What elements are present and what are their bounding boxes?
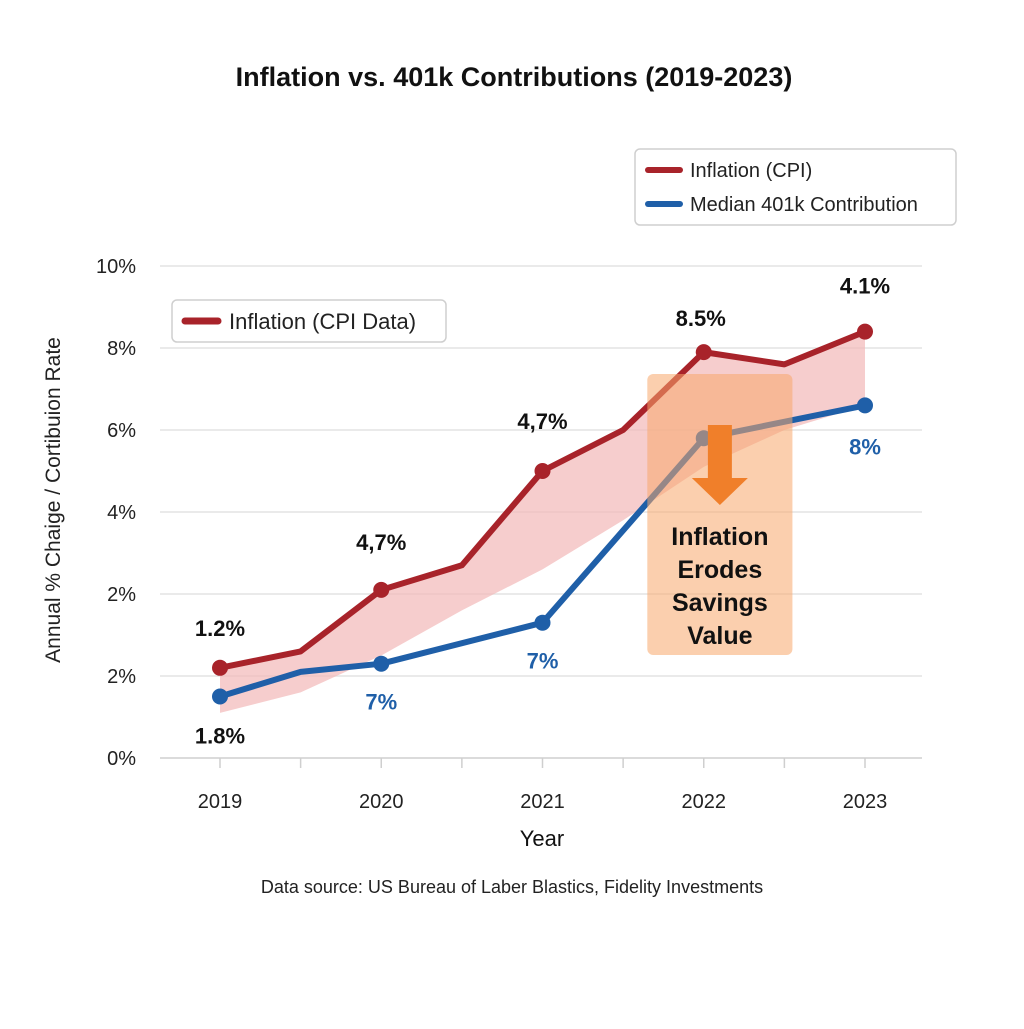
- data-point: [857, 323, 873, 340]
- data-label: 8.5%: [676, 306, 726, 331]
- down-arrow-icon: [691, 425, 748, 505]
- legend-label-401k: Median 401k Contribution: [690, 194, 918, 216]
- data-label: 4,7%: [517, 409, 567, 434]
- chart-title: Inflation vs. 401k Contributions (2019-2…: [236, 62, 793, 92]
- y-tick-label: 8%: [107, 338, 136, 360]
- x-tick-label: 2022: [682, 791, 727, 813]
- inner-legend-label: Inflation (CPI Data): [229, 309, 416, 334]
- x-tick-label: 2019: [198, 791, 243, 813]
- y-tick-label: 6%: [107, 420, 136, 442]
- y-tick-label: 2%: [107, 666, 136, 688]
- data-point: [373, 655, 390, 672]
- data-label: 4,7%: [356, 530, 406, 555]
- data-label: 1.2%: [195, 616, 245, 641]
- data-labels: 1.2% 4,7% 4,7% 8.5% 4.1% 1.8% 7% 7% 8%: [195, 274, 890, 749]
- data-point: [695, 344, 712, 361]
- annotation-text: Erodes: [677, 556, 762, 584]
- x-tick-label: 2021: [520, 791, 565, 813]
- y-tick-label: 10%: [96, 256, 136, 278]
- data-point: [212, 688, 228, 705]
- x-axis-label: Year: [520, 826, 564, 851]
- annotation-text: Value: [687, 622, 752, 650]
- data-point: [857, 397, 873, 414]
- data-point: [212, 659, 228, 676]
- data-label: 4.1%: [840, 274, 890, 299]
- inner-legend: Inflation (CPI Data): [171, 299, 447, 343]
- legend: Inflation (CPI) Median 401k Contribution: [634, 148, 957, 226]
- y-tick-label: 4%: [107, 502, 136, 524]
- data-point: [373, 581, 390, 598]
- x-tick-label: 2023: [843, 791, 888, 813]
- x-axis-ticks: 2019 2020 2021 2022 2023: [198, 758, 888, 813]
- legend-label-inflation: Inflation (CPI): [690, 160, 812, 182]
- data-label: 1.8%: [195, 724, 245, 749]
- data-point: [534, 463, 551, 479]
- data-point: [534, 614, 551, 631]
- y-tick-label: 2%: [107, 584, 136, 606]
- annotation-text: Savings: [672, 589, 768, 617]
- data-label: 8%: [849, 434, 881, 459]
- y-axis-label: Annual % Chaige / Cortibuion Rate: [42, 337, 65, 663]
- data-label: 7%: [527, 649, 559, 674]
- x-tick-label: 2020: [359, 791, 404, 813]
- y-axis-ticks: 0% 2% 2% 4% 6% 8% 10%: [96, 256, 136, 770]
- series-lines: Inflation Erodes Savings Value: [212, 323, 873, 705]
- y-tick-label: 0%: [107, 748, 136, 770]
- annotation-background: [647, 374, 793, 655]
- source-note: Data source: US Bureau of Laber Blastics…: [261, 877, 763, 897]
- data-label: 7%: [365, 690, 397, 715]
- annotation-text: Inflation: [671, 523, 768, 551]
